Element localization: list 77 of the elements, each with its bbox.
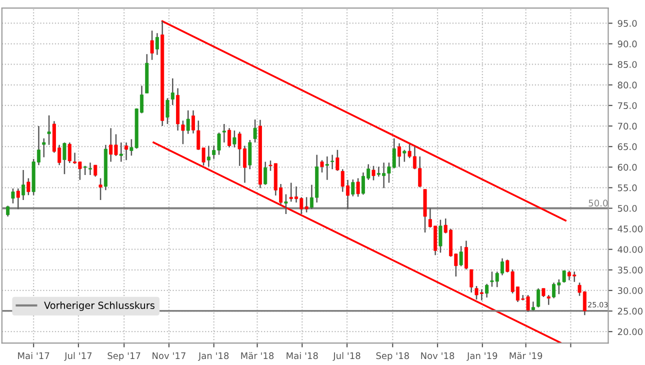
candlestick bbox=[22, 169, 26, 201]
candlestick bbox=[356, 178, 360, 198]
candlestick bbox=[253, 118, 257, 144]
candlestick bbox=[438, 219, 442, 254]
x-tick-label: Mär '18 bbox=[241, 352, 274, 360]
candlestick bbox=[351, 178, 355, 197]
candlestick bbox=[150, 30, 154, 60]
candlestick bbox=[83, 165, 87, 176]
candlestick bbox=[464, 240, 468, 270]
candlestick bbox=[536, 288, 540, 308]
candlestick bbox=[330, 154, 334, 170]
y-tick-label: 40.00 bbox=[618, 246, 643, 253]
candlestick bbox=[325, 156, 329, 181]
candlestick bbox=[470, 268, 474, 294]
candlestick bbox=[88, 162, 92, 176]
candlestick bbox=[562, 270, 566, 284]
candlestick bbox=[26, 178, 30, 196]
candlestick bbox=[232, 130, 236, 148]
candlestick bbox=[336, 149, 340, 172]
candlestick bbox=[16, 188, 20, 210]
candlestick bbox=[155, 32, 159, 56]
candlestick bbox=[459, 245, 463, 267]
y-tick-label: 55.0 bbox=[618, 184, 637, 192]
candlestick bbox=[6, 205, 10, 218]
candlestick bbox=[485, 283, 489, 298]
candlestick bbox=[47, 114, 51, 146]
candlestick bbox=[320, 160, 324, 174]
candlestick bbox=[170, 78, 174, 106]
candlestick bbox=[206, 145, 210, 168]
y-tick-label: 60.0 bbox=[618, 164, 637, 171]
candlestick bbox=[264, 161, 268, 186]
x-tick-label: Sep '18 bbox=[376, 352, 409, 361]
candlestick bbox=[402, 149, 406, 162]
y-tick-label: 90.0 bbox=[618, 40, 637, 48]
x-tick-label: Mai '18 bbox=[286, 352, 318, 360]
y-tick-label: 75.0 bbox=[618, 102, 637, 110]
candlestick bbox=[124, 142, 128, 161]
legend-label: Vorheriger Schlusskurs bbox=[44, 301, 154, 311]
x-tick-label: Nov '17 bbox=[152, 352, 186, 360]
y-tick-label: 95.0 bbox=[618, 20, 637, 27]
candlestick bbox=[181, 120, 185, 145]
x-tick-label: Mai '17 bbox=[18, 352, 50, 360]
x-tick-label: Jul '17 bbox=[64, 352, 92, 361]
candlestick bbox=[531, 300, 535, 312]
candlestick bbox=[284, 194, 288, 215]
candlestick bbox=[62, 142, 66, 175]
y-tick-label: 20.00 bbox=[618, 328, 643, 336]
y-tick-label: 80.0 bbox=[618, 82, 637, 88]
y-tick-label: 25.00 bbox=[618, 308, 643, 315]
x-tick-label: Jan '18 bbox=[198, 352, 229, 361]
candlestick bbox=[546, 294, 550, 306]
candlestick bbox=[228, 127, 232, 148]
candlestick bbox=[398, 142, 402, 168]
candlestick bbox=[166, 97, 170, 125]
x-tick-label: Nov '18 bbox=[421, 352, 454, 360]
x-tick-label: Mär '19 bbox=[510, 352, 542, 360]
y-tick-label: 85.0 bbox=[618, 61, 637, 68]
x-tick-label: Jan '19 bbox=[466, 352, 498, 361]
y-tick-label: 50.0 bbox=[618, 204, 637, 212]
y-tick-label: 65.0 bbox=[618, 143, 637, 150]
x-tick-label: Sep '17 bbox=[108, 352, 140, 361]
candlestick bbox=[11, 188, 15, 204]
ref-line-label: 50.0 bbox=[588, 200, 608, 206]
x-tick-label: Jul '18 bbox=[332, 352, 360, 361]
y-tick-label: 30.00 bbox=[618, 287, 643, 294]
candlestick bbox=[42, 138, 46, 158]
candlestick bbox=[248, 139, 252, 170]
candlestick bbox=[222, 123, 226, 144]
y-tick-label: 45.00 bbox=[618, 226, 643, 232]
candlestick bbox=[68, 142, 72, 164]
candlestick bbox=[119, 142, 123, 162]
candlestick bbox=[372, 165, 376, 181]
y-tick-label: 70.0 bbox=[618, 122, 637, 130]
candlestick bbox=[98, 178, 102, 201]
y-tick-label: 35.00 bbox=[618, 266, 643, 274]
candlestick bbox=[186, 110, 190, 134]
candlestick bbox=[94, 164, 98, 178]
